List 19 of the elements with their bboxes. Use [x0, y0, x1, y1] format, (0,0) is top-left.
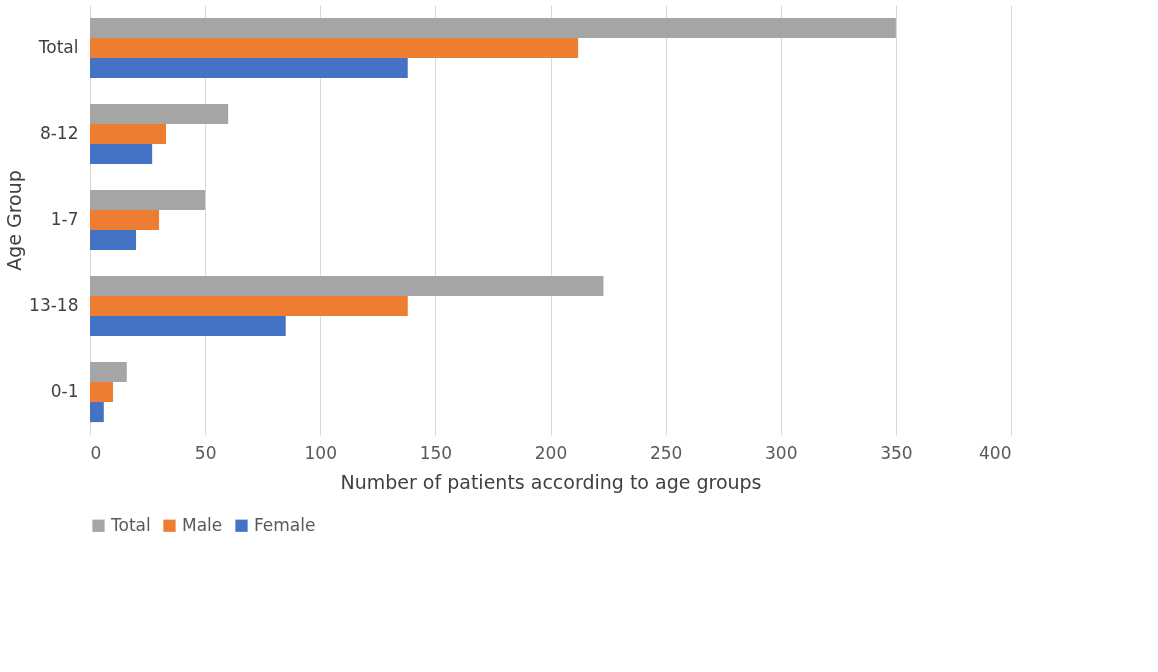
y-tick-label: 1-7 — [50, 209, 79, 229]
legend-label: Total — [110, 514, 151, 535]
x-tick-label: 200 — [534, 442, 568, 463]
y-tick-label: 8-12 — [39, 123, 79, 143]
x-tick-label: 300 — [765, 442, 798, 463]
x-tick-label: 400 — [979, 442, 1012, 463]
x-tick-label: 0 — [90, 442, 102, 463]
y-axis-title: Age Group — [3, 170, 26, 271]
x-tick-label: 150 — [419, 442, 453, 463]
legend-label: Female — [254, 514, 316, 535]
x-axis-title: Number of patients according to age groups — [340, 470, 762, 493]
legend-label: Male — [182, 514, 223, 535]
y-tick-label: Total — [37, 37, 79, 57]
y-tick-label: 13-18 — [29, 295, 79, 315]
x-tick-label: 250 — [649, 442, 683, 463]
x-tick-label: 50 — [194, 442, 217, 463]
y-tick-label: 0-1 — [50, 381, 79, 401]
x-tick-label: 100 — [304, 442, 337, 463]
x-tick-label: 350 — [880, 442, 913, 463]
